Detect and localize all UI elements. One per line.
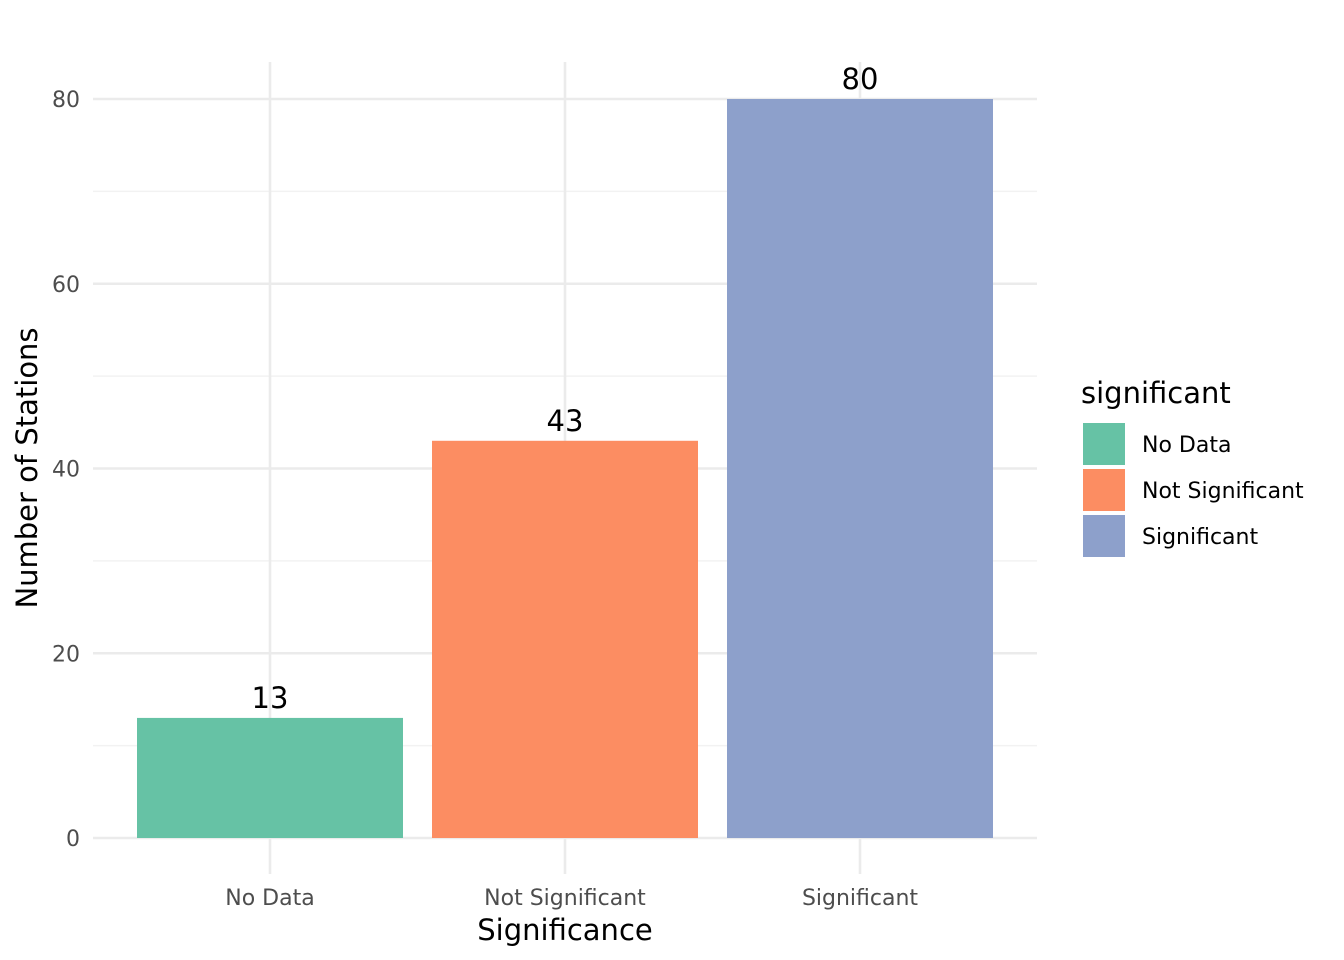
bars-layer bbox=[137, 99, 993, 838]
x-axis: No Data Not Significant Significant bbox=[225, 886, 918, 911]
legend: significant No Data Not Significant Signif… bbox=[1081, 376, 1304, 557]
x-tick-label: No Data bbox=[225, 886, 314, 911]
y-tick-label: 20 bbox=[52, 642, 80, 667]
y-tick-label: 0 bbox=[66, 827, 80, 852]
legend-label: Significant bbox=[1142, 525, 1258, 550]
data-labels-layer: 13 43 80 bbox=[252, 62, 879, 715]
legend-label: Not Significant bbox=[1142, 479, 1304, 504]
bar bbox=[432, 440, 698, 838]
x-axis-title: Significance bbox=[477, 913, 652, 947]
data-label: 80 bbox=[842, 62, 879, 96]
y-tick-label: 80 bbox=[52, 88, 80, 113]
legend-label: No Data bbox=[1142, 433, 1231, 458]
bar bbox=[727, 99, 993, 838]
legend-key bbox=[1083, 515, 1125, 557]
data-label: 43 bbox=[547, 404, 584, 438]
legend-key bbox=[1083, 469, 1125, 511]
y-axis-title: Number of Stations bbox=[10, 327, 44, 608]
y-tick-label: 60 bbox=[52, 273, 80, 298]
y-axis: 0 20 40 60 80 bbox=[52, 88, 80, 852]
x-tick-label: Significant bbox=[802, 886, 918, 911]
legend-key bbox=[1083, 423, 1125, 465]
legend-title: significant bbox=[1081, 376, 1231, 410]
bar bbox=[137, 717, 403, 838]
x-tick-label: Not Significant bbox=[484, 886, 646, 911]
data-label: 13 bbox=[252, 681, 289, 715]
y-tick-label: 40 bbox=[52, 458, 80, 483]
